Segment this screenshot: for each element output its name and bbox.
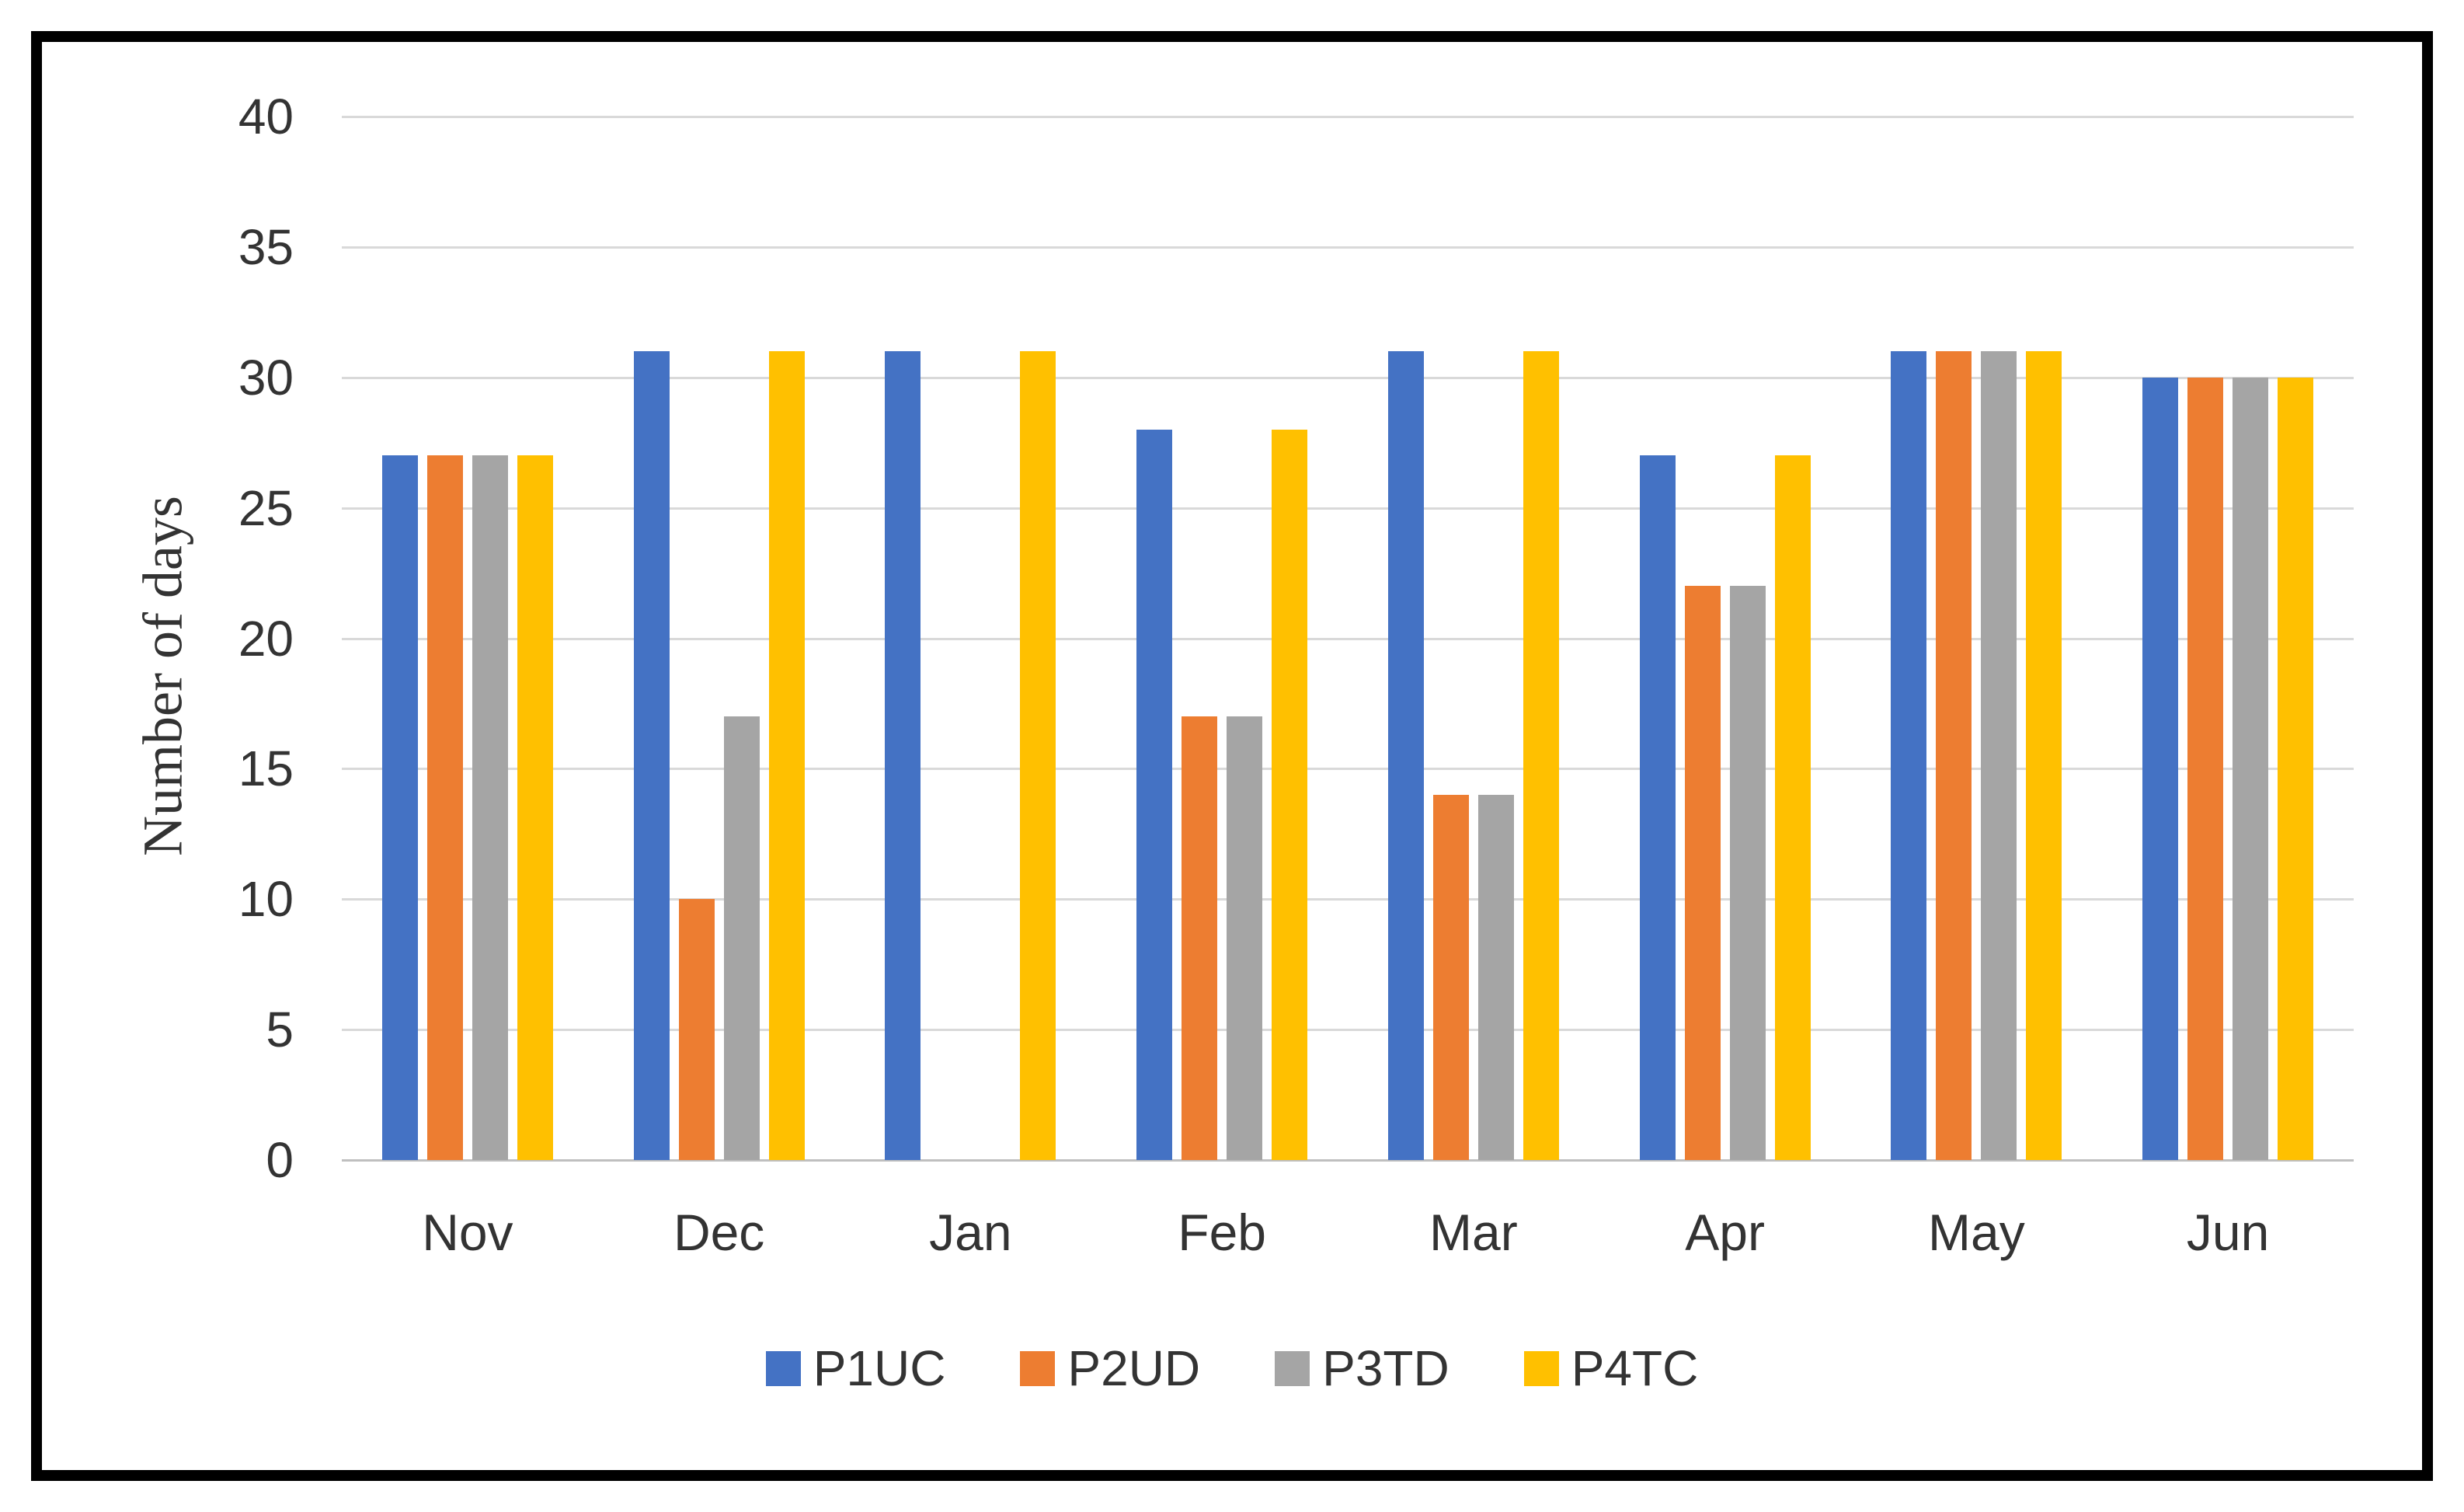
bar-p2ud-feb	[1182, 716, 1218, 1160]
bar-p1uc-jan	[885, 351, 921, 1160]
bar-p3td-feb	[1227, 716, 1263, 1160]
bar-p4tc-apr	[1774, 455, 1811, 1160]
gridline-20	[342, 637, 2354, 640]
bar-p1uc-mar	[1387, 351, 1424, 1160]
legend-item-p4tc: P4TC	[1523, 1340, 1699, 1396]
legend-label-p1uc: P1UC	[813, 1340, 946, 1396]
bar-p4tc-may	[2026, 351, 2062, 1160]
bar-p1uc-nov	[381, 455, 418, 1160]
gridline-15	[342, 768, 2354, 771]
gridline-40	[342, 116, 2354, 118]
bar-p4tc-nov	[517, 455, 553, 1160]
bar-p1uc-may	[1891, 351, 1927, 1160]
bar-p2ud-jun	[2187, 377, 2224, 1160]
legend-label-p2ud: P2UD	[1067, 1340, 1201, 1396]
bar-p3td-jun	[2233, 377, 2269, 1160]
bar-p3td-nov	[472, 455, 508, 1160]
bar-p1uc-apr	[1639, 455, 1676, 1160]
legend-label-p3td: P3TD	[1322, 1340, 1450, 1396]
bar-group-feb	[1096, 117, 1348, 1160]
plot-area	[342, 116, 2354, 1162]
bar-group-dec	[593, 117, 845, 1160]
bar-p2ud-dec	[678, 899, 715, 1160]
gridline-35	[342, 246, 2354, 249]
bar-p4tc-mar	[1523, 351, 1559, 1160]
gridline-25	[342, 507, 2354, 510]
y-axis-title: Number of days	[131, 496, 194, 856]
bar-p2ud-apr	[1684, 586, 1721, 1160]
bar-p1uc-dec	[633, 351, 670, 1160]
bar-group-jan	[845, 117, 1097, 1160]
bar-p3td-apr	[1729, 586, 1766, 1160]
bar-group-mar	[1348, 117, 1599, 1160]
bar-p1uc-feb	[1136, 429, 1173, 1160]
bar-p3td-mar	[1477, 794, 1514, 1160]
legend-swatch-p4tc	[1523, 1350, 1559, 1386]
legend-swatch-p2ud	[1020, 1350, 1056, 1386]
gridline-10	[342, 898, 2354, 901]
legend-label-p4tc: P4TC	[1571, 1340, 1699, 1396]
bar-p1uc-jun	[2142, 377, 2179, 1160]
legend-item-p1uc: P1UC	[765, 1340, 946, 1396]
bar-p4tc-jan	[1020, 351, 1056, 1160]
legend-item-p3td: P3TD	[1275, 1341, 1450, 1395]
bar-p4tc-jun	[2278, 377, 2314, 1160]
bar-p4tc-dec	[768, 351, 805, 1160]
gridline-30	[342, 376, 2354, 379]
bar-group-may	[1851, 117, 2103, 1160]
bar-group-apr	[1599, 117, 1851, 1160]
bar-p3td-may	[1981, 351, 2017, 1160]
bar-p2ud-nov	[426, 455, 463, 1160]
legend-swatch-p3td	[1275, 1350, 1310, 1386]
gridline-5	[342, 1029, 2354, 1032]
bar-p2ud-may	[1936, 351, 1972, 1160]
bar-p3td-dec	[723, 716, 760, 1160]
bar-group-nov	[342, 117, 593, 1160]
bar-p4tc-feb	[1272, 429, 1308, 1160]
legend-swatch-p1uc	[765, 1350, 801, 1386]
bar-p2ud-mar	[1432, 794, 1469, 1160]
bar-group-jun	[2102, 117, 2354, 1160]
legend: P1UC P2UD P3TD P4TC	[0, 1341, 2464, 1395]
legend-item-p2ud: P2UD	[1020, 1341, 1200, 1395]
x-axis-line	[342, 1159, 2354, 1162]
